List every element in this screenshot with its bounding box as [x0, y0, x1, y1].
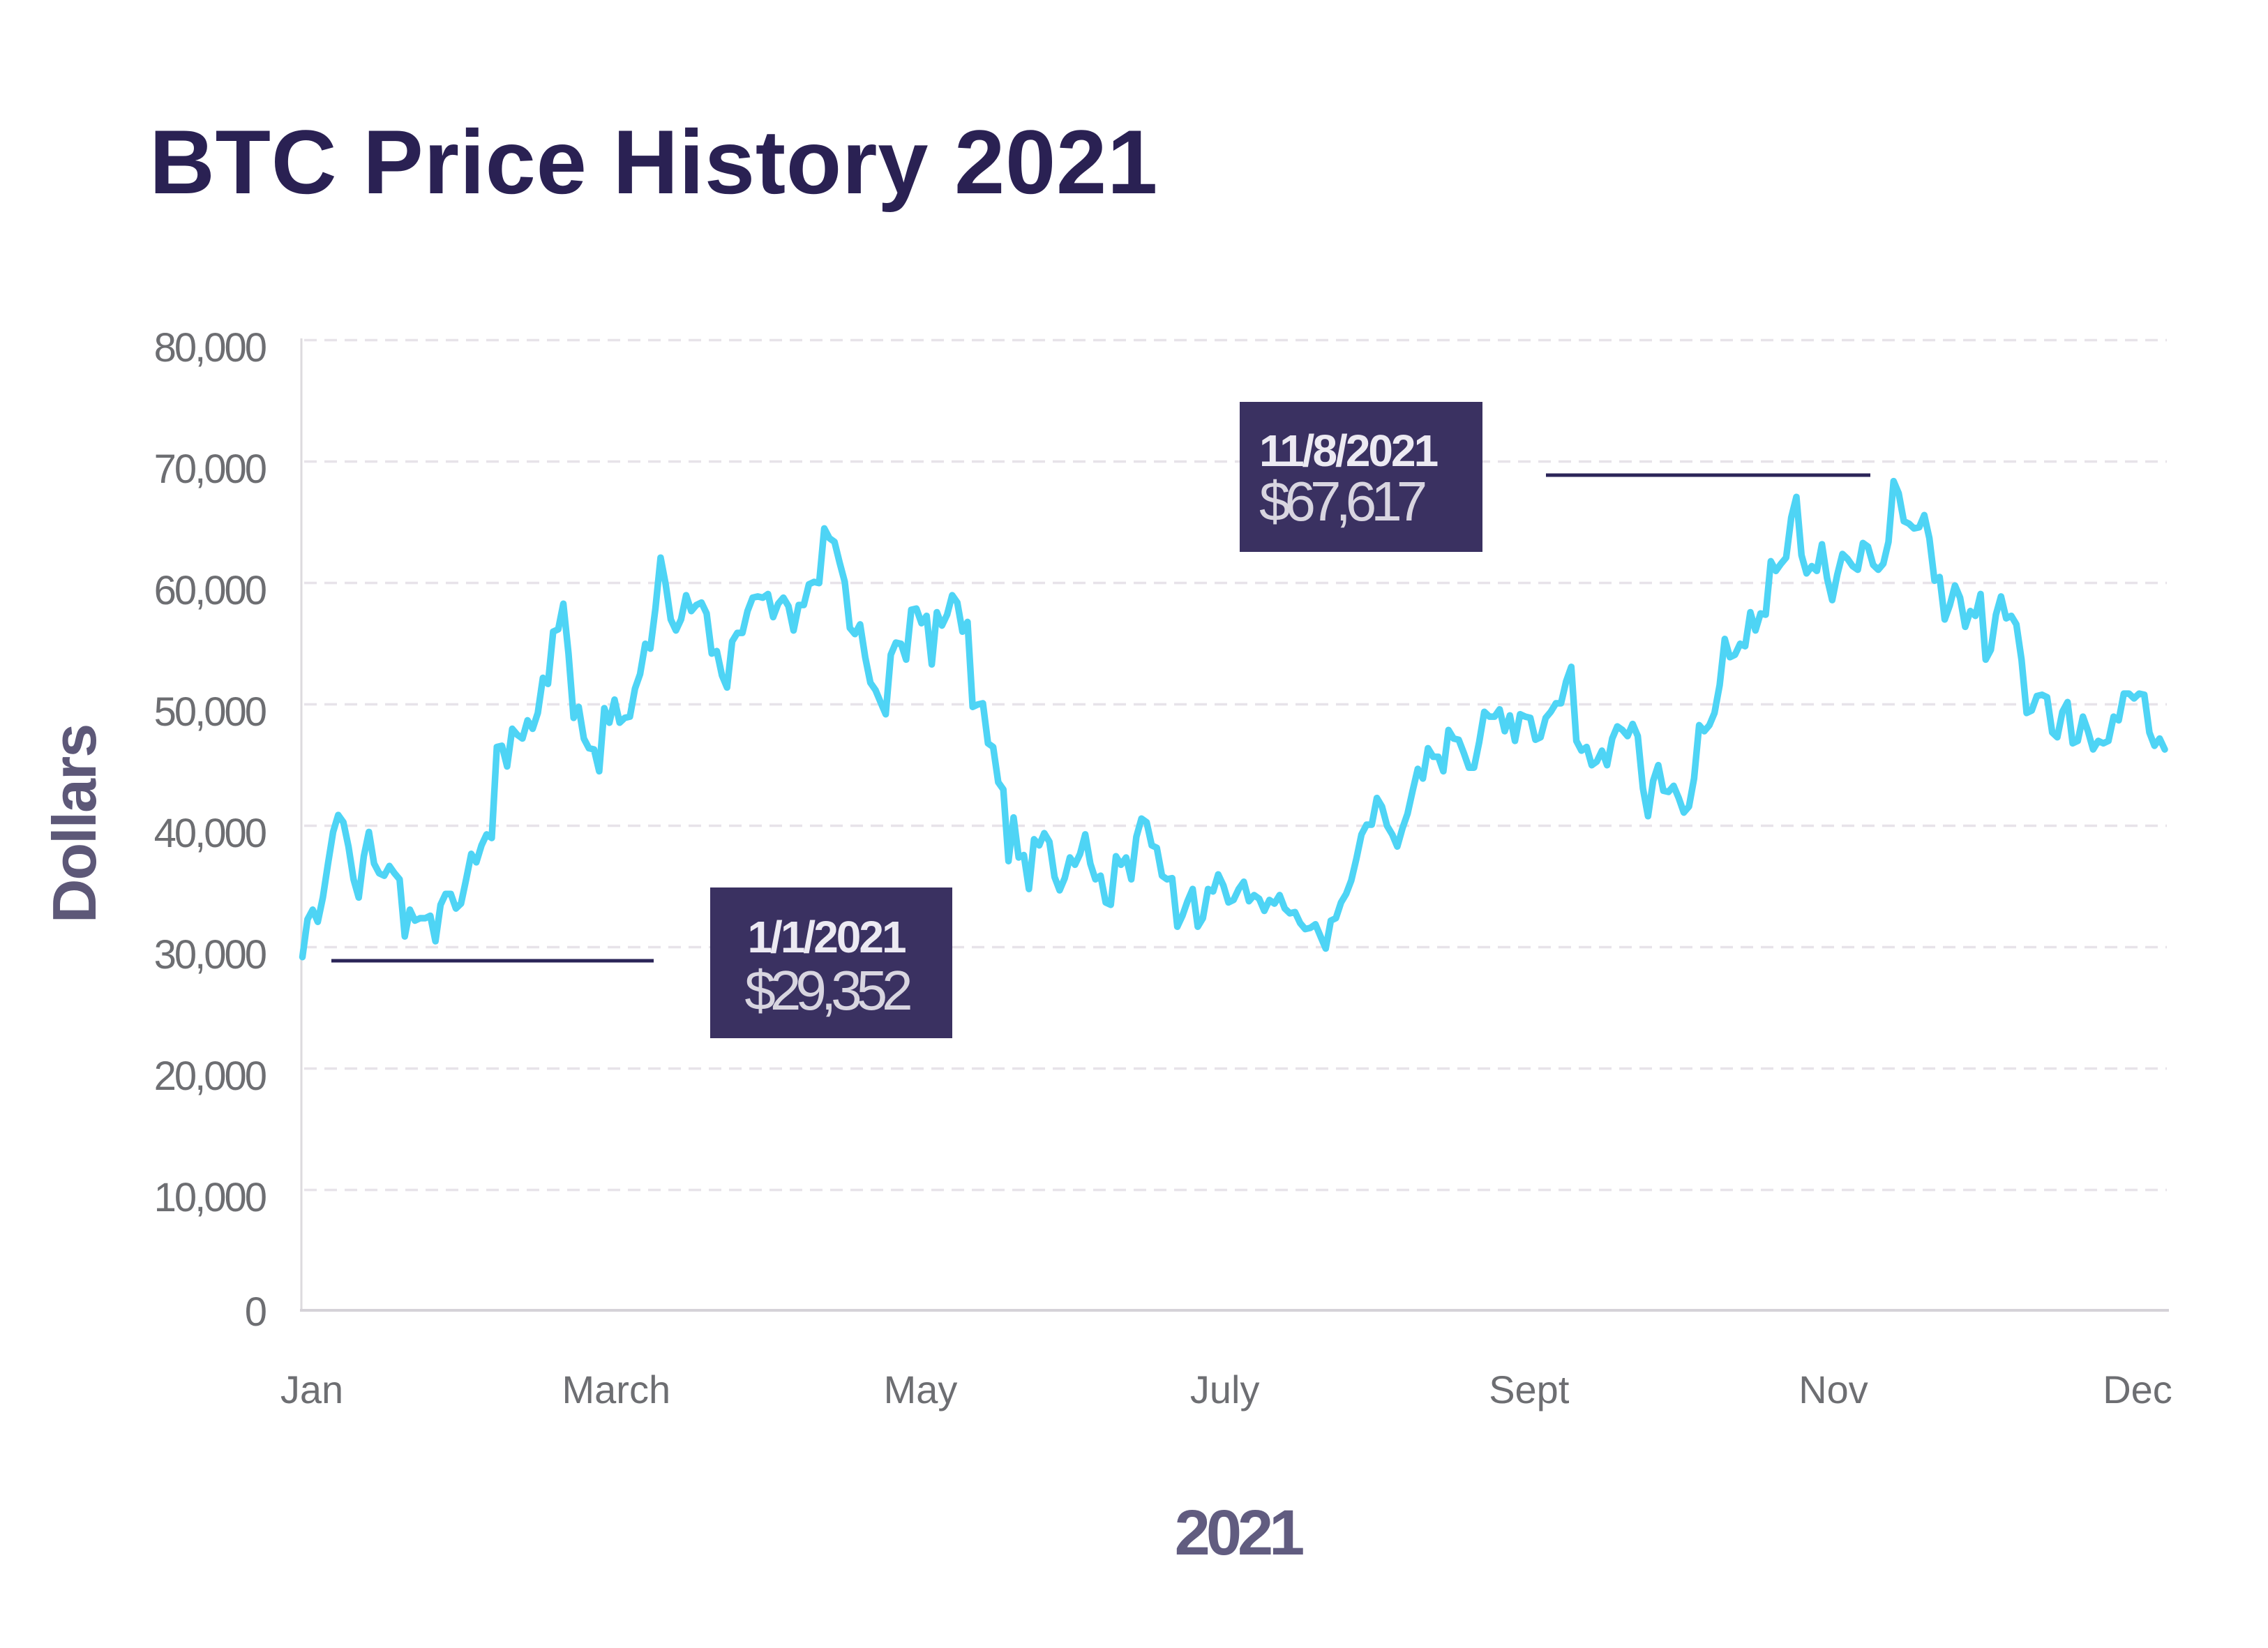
svg-text:11/8/2021: 11/8/2021 — [1259, 426, 1438, 476]
svg-text:1/1/2021: 1/1/2021 — [747, 912, 906, 962]
svg-text:60,000: 60,000 — [154, 568, 266, 613]
svg-text:Dollars: Dollars — [40, 725, 109, 923]
svg-text:30,000: 30,000 — [154, 932, 266, 977]
svg-text:March: March — [562, 1368, 671, 1411]
svg-text:July: July — [1190, 1368, 1260, 1411]
svg-text:50,000: 50,000 — [154, 689, 266, 735]
svg-text:20,000: 20,000 — [154, 1054, 266, 1099]
svg-text:Sept: Sept — [1489, 1368, 1570, 1411]
svg-text:Dec: Dec — [2103, 1368, 2172, 1411]
svg-text:Jan: Jan — [280, 1368, 343, 1411]
svg-text:$67,617: $67,617 — [1259, 470, 1425, 532]
svg-text:$29,352: $29,352 — [744, 959, 910, 1021]
svg-text:10,000: 10,000 — [154, 1175, 266, 1220]
svg-text:80,000: 80,000 — [154, 325, 266, 370]
svg-text:May: May — [884, 1368, 958, 1411]
svg-text:2021: 2021 — [1175, 1497, 1303, 1568]
svg-text:0: 0 — [245, 1289, 266, 1335]
svg-text:40,000: 40,000 — [154, 811, 266, 856]
svg-text:70,000: 70,000 — [154, 447, 266, 492]
svg-text:Nov: Nov — [1798, 1368, 1868, 1411]
svg-text:BTC Price History 2021: BTC Price History 2021 — [149, 111, 1158, 213]
